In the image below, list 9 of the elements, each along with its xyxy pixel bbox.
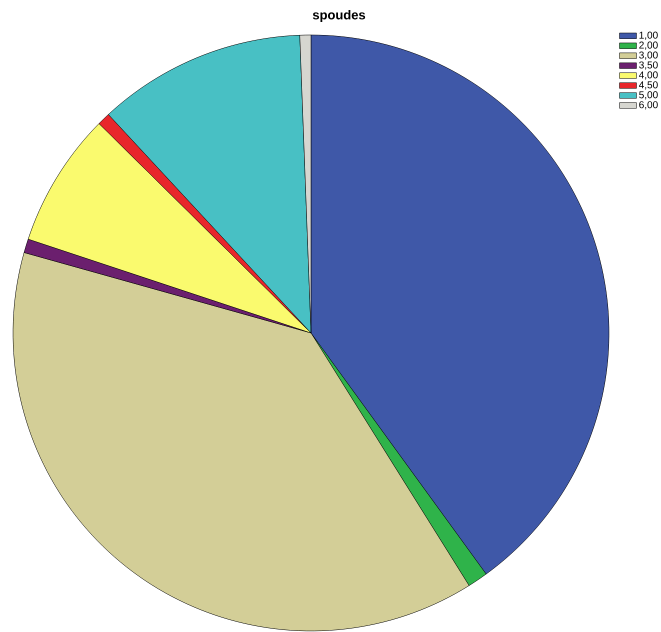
legend-label: 5,00	[639, 91, 658, 100]
legend-label: 3,50	[639, 61, 658, 70]
chart-title: spoudes	[312, 10, 366, 22]
legend-label: 3,00	[639, 52, 658, 60]
legend-label: 1,00	[640, 32, 658, 40]
legend-label: 4,00	[638, 71, 658, 80]
legend-label: 6,00	[639, 101, 658, 110]
legend-label: 2,00	[639, 42, 658, 50]
legend-label: 4,50	[638, 81, 658, 90]
